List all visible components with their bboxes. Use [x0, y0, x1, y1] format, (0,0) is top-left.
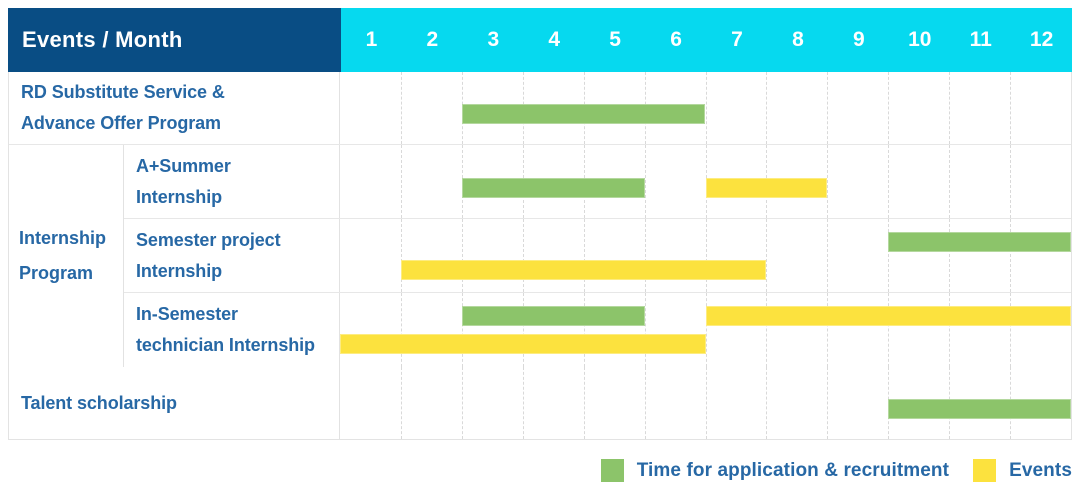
month-gridline [705, 72, 707, 144]
group-label-internship-program: Internship Program [9, 145, 124, 367]
gantt-bar-recruitment [461, 104, 706, 124]
table-row-semester-project: Semester project Internship [124, 219, 1071, 293]
chart-area-rd-substitute [340, 72, 1071, 144]
legend: Time for application & recruitment Event… [600, 459, 1072, 482]
month-header-cell: 5 [609, 28, 621, 51]
legend-swatch-events-icon [973, 459, 997, 482]
month-gridline [644, 293, 646, 367]
month-gridline [583, 367, 585, 439]
events-month-header-label: Events / Month [22, 27, 183, 52]
chart-area-a-plus-summer [340, 145, 1071, 218]
month-gridline [827, 72, 829, 144]
month-header-cell: 7 [731, 28, 743, 51]
table-row-talent-scholarship: Talent scholarship [9, 367, 1071, 439]
month-gridline [888, 72, 890, 144]
table-row-rd-substitute: RD Substitute Service & Advance Offer Pr… [9, 72, 1071, 145]
chart-area-talent-scholarship [340, 367, 1071, 439]
gantt-bar-recruitment [461, 306, 645, 326]
table-body: RD Substitute Service & Advance Offer Pr… [8, 72, 1072, 440]
month-gridline [583, 219, 585, 292]
legend-label-events: Events [1009, 459, 1072, 481]
month-header-cell: 1 [365, 28, 378, 51]
month-gridline [766, 72, 768, 144]
month-gridline [827, 219, 829, 292]
month-header-cell: 6 [670, 28, 682, 51]
month-gridline [766, 367, 768, 439]
gantt-bar-recruitment [888, 399, 1071, 419]
row-label-rd-substitute: RD Substitute Service & Advance Offer Pr… [9, 72, 340, 144]
chart-area-semester-project [340, 219, 1071, 292]
month-gridline [1010, 293, 1012, 367]
month-gridline [888, 145, 890, 218]
month-header-cell: 2 [426, 28, 439, 51]
month-gridline [888, 293, 890, 367]
legend-label-recruitment: Time for application & recruitment [636, 459, 950, 481]
month-header-cell: 4 [548, 28, 561, 51]
month-gridline [522, 367, 524, 439]
month-gridline [400, 72, 402, 144]
gantt-bar-recruitment [888, 231, 1071, 252]
month-gridline [400, 145, 402, 218]
month-gridline [461, 219, 463, 292]
month-gridline [583, 293, 585, 367]
table-header-row: Events / Month 1 2 3 4 5 6 7 8 9 10 11 12 [8, 8, 1072, 72]
month-header-row: 1 2 3 4 5 6 7 8 9 10 11 12 [341, 8, 1072, 72]
month-gridline [400, 219, 402, 292]
gantt-bar-events [340, 334, 706, 354]
month-header-cell: 12 [1029, 28, 1054, 51]
table-row-a-plus-summer: A+Summer Internship [124, 145, 1071, 219]
internship-program-subrows: A+Summer Internship Semester project Int… [124, 145, 1071, 367]
month-gridline [522, 293, 524, 367]
gantt-bar-recruitment [461, 177, 645, 198]
gantt-bar-events [400, 259, 767, 280]
month-gridline [949, 219, 951, 292]
month-gridline [766, 293, 768, 367]
chart-area-in-semester-technician [340, 293, 1071, 367]
month-header-cell: 9 [852, 28, 865, 51]
month-gridline [644, 367, 646, 439]
month-gridline [400, 367, 402, 439]
month-gridline [461, 293, 463, 367]
month-gridline [949, 293, 951, 367]
row-label-in-semester-technician: In-Semester technician Internship [124, 293, 340, 367]
legend-item-recruitment: Time for application & recruitment [600, 459, 950, 482]
legend-swatch-recruitment-icon [600, 459, 624, 482]
table-row-in-semester-technician: In-Semester technician Internship [124, 293, 1071, 367]
month-header-cell: 11 [969, 28, 992, 51]
month-gridline [705, 219, 707, 292]
month-gridline [949, 72, 951, 144]
month-gridline [827, 293, 829, 367]
month-gridline [644, 219, 646, 292]
gantt-bar-events [705, 306, 1071, 326]
gantt-table: Events / Month 1 2 3 4 5 6 7 8 9 10 11 12 RD Substi… [8, 8, 1072, 440]
month-gridline [827, 367, 829, 439]
month-gridline [949, 145, 951, 218]
month-header-cell: 10 [908, 28, 932, 51]
month-gridline [461, 367, 463, 439]
month-gridline [705, 293, 707, 367]
legend-item-events: Events [973, 459, 1072, 482]
row-label-talent-scholarship: Talent scholarship [9, 367, 340, 439]
internship-program-group: Internship Program A+Summer Internship S… [9, 145, 1071, 367]
month-gridline [644, 145, 646, 218]
month-gridline [1010, 72, 1012, 144]
gantt-bar-events [705, 177, 828, 198]
events-month-header-cell: Events / Month [8, 8, 341, 72]
month-gridline [766, 219, 768, 292]
row-label-a-plus-summer: A+Summer Internship [124, 145, 340, 218]
month-gridline [888, 219, 890, 292]
month-gridline [400, 293, 402, 367]
month-gridline [1010, 145, 1012, 218]
month-header-cell: 3 [487, 28, 500, 51]
month-gridline [827, 145, 829, 218]
month-header-cell: 8 [792, 28, 804, 51]
month-gridline [522, 219, 524, 292]
month-gridline [705, 367, 707, 439]
row-label-semester-project: Semester project Internship [124, 219, 340, 292]
month-gridline [1010, 219, 1012, 292]
